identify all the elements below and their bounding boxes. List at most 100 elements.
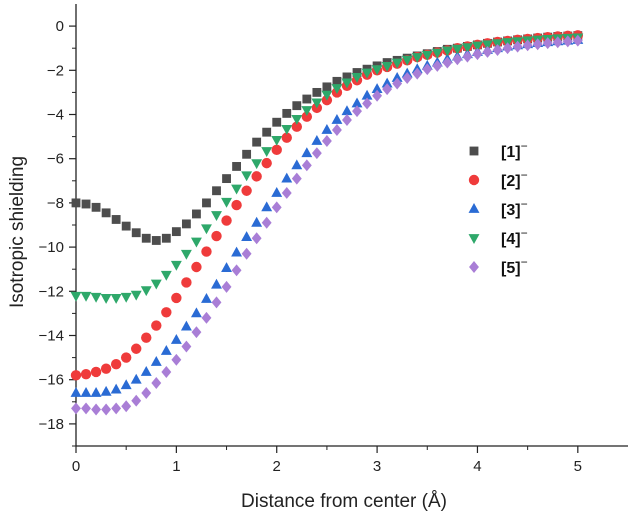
data-point-series-4 xyxy=(351,73,363,83)
x-tick-label: 4 xyxy=(473,458,481,475)
data-point-series-3 xyxy=(321,123,333,134)
y-tick-label: −12 xyxy=(39,283,64,300)
data-point-series-1 xyxy=(352,68,362,77)
data-point-series-4 xyxy=(70,291,82,302)
data-point-series-2 xyxy=(90,366,102,378)
data-point-series-1 xyxy=(71,198,81,208)
data-point-series-4 xyxy=(190,237,202,248)
data-point-series-5 xyxy=(141,386,152,399)
data-point-series-3 xyxy=(221,262,233,272)
data-point-series-2 xyxy=(291,121,302,132)
data-point-series-4 xyxy=(100,294,112,304)
data-point-series-4 xyxy=(140,286,152,297)
data-point-series-5 xyxy=(552,36,563,49)
legend-label: [4]− xyxy=(501,226,528,248)
data-point-series-5 xyxy=(301,159,312,172)
data-point-series-3 xyxy=(381,77,393,88)
data-point-series-3 xyxy=(301,147,313,158)
data-point-series-3 xyxy=(70,386,82,397)
data-point-series-5 xyxy=(482,45,493,58)
data-point-series-5 xyxy=(332,123,342,136)
data-point-series-3 xyxy=(251,216,263,227)
data-point-series-4 xyxy=(311,98,323,109)
data-point-series-5 xyxy=(572,34,583,47)
x-tick-label: 1 xyxy=(172,458,180,475)
data-point-series-4 xyxy=(461,43,473,54)
data-point-series-2 xyxy=(131,343,142,354)
data-point-series-3 xyxy=(160,344,172,355)
data-point-series-4 xyxy=(341,78,353,89)
data-point-series-5 xyxy=(131,394,142,407)
data-point-series-4 xyxy=(281,124,293,135)
data-point-series-1 xyxy=(332,76,342,86)
data-point-series-5 xyxy=(542,37,553,50)
data-point-series-4 xyxy=(251,159,263,170)
data-point-series-3 xyxy=(211,278,222,289)
data-point-series-5 xyxy=(161,365,172,378)
data-point-series-5 xyxy=(191,326,202,339)
y-tick-label: 0 xyxy=(56,18,64,35)
data-point-series-5 xyxy=(342,114,352,127)
x-tick-label: 5 xyxy=(574,458,582,475)
data-point-series-5 xyxy=(71,402,81,415)
x-tick-label: 2 xyxy=(273,458,281,475)
data-point-series-5 xyxy=(522,39,533,52)
data-point-series-5 xyxy=(562,35,573,48)
data-point-series-5 xyxy=(241,247,252,260)
data-point-series-5 xyxy=(201,311,212,324)
data-point-series-1 xyxy=(322,82,332,92)
data-point-series-4 xyxy=(180,249,192,260)
data-point-series-1 xyxy=(282,108,292,118)
data-point-series-4 xyxy=(170,260,182,271)
data-point-series-4 xyxy=(231,184,243,195)
data-point-series-4 xyxy=(201,224,212,235)
axis-labels: Distance from center (Å) Isotropic shiel… xyxy=(7,156,447,512)
data-point-series-2 xyxy=(241,185,252,196)
data-point-series-5 xyxy=(402,72,413,85)
legend-marker-3 xyxy=(468,203,480,213)
data-point-series-3 xyxy=(80,386,92,397)
x-tick-label: 0 xyxy=(72,458,80,475)
data-point-series-1 xyxy=(151,236,161,245)
legend-item: [3]− xyxy=(468,197,528,219)
data-point-series-1 xyxy=(121,221,131,231)
data-point-series-1 xyxy=(111,215,121,224)
data-points xyxy=(70,30,584,416)
data-point-series-2 xyxy=(110,359,122,370)
data-point-series-4 xyxy=(261,147,273,157)
legend-item: [1]− xyxy=(469,139,528,161)
data-point-series-1 xyxy=(292,101,302,111)
data-point-series-4 xyxy=(431,48,443,59)
y-tick-label: −18 xyxy=(39,416,64,433)
data-point-series-2 xyxy=(301,111,313,122)
data-point-series-1 xyxy=(212,186,221,196)
data-point-series-5 xyxy=(382,83,393,96)
series-4 xyxy=(70,33,584,304)
data-point-series-3 xyxy=(241,231,253,242)
data-point-series-5 xyxy=(422,63,433,76)
x-axis-title: Distance from center (Å) xyxy=(241,491,447,512)
data-point-series-4 xyxy=(482,40,493,51)
data-point-series-5 xyxy=(442,56,453,69)
data-point-series-3 xyxy=(261,201,273,212)
data-point-series-3 xyxy=(130,373,142,384)
data-point-series-4 xyxy=(291,115,303,125)
legend-marker-5 xyxy=(469,261,479,273)
data-point-series-4 xyxy=(421,50,433,61)
data-point-series-5 xyxy=(352,105,362,118)
data-point-series-3 xyxy=(110,383,122,394)
data-point-series-5 xyxy=(101,403,112,416)
data-point-series-5 xyxy=(532,38,543,51)
legend-label: [5]− xyxy=(501,255,528,277)
data-point-series-5 xyxy=(362,97,372,110)
data-point-series-2 xyxy=(151,320,162,331)
data-point-series-3 xyxy=(190,307,202,318)
data-point-series-1 xyxy=(91,202,101,212)
data-point-series-5 xyxy=(321,135,332,147)
data-point-series-4 xyxy=(381,61,393,72)
data-point-series-3 xyxy=(371,83,383,93)
data-point-series-4 xyxy=(110,294,122,304)
data-point-series-1 xyxy=(252,137,262,147)
data-point-series-5 xyxy=(492,43,503,56)
